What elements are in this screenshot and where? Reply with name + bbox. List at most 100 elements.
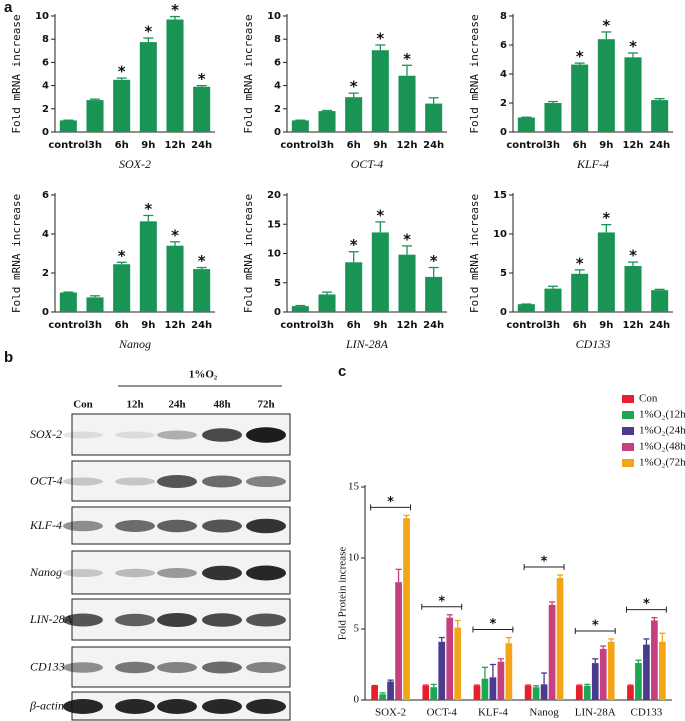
lane-label: 48h <box>213 399 230 411</box>
blot-band <box>157 568 197 578</box>
blot-band <box>115 699 155 714</box>
y-tick-label: 4 <box>42 81 49 92</box>
y-axis-label: Fold mRNA increase <box>242 194 255 313</box>
x-axis-label: Nanog <box>118 337 151 351</box>
legend-swatch <box>622 427 634 435</box>
significance: * <box>198 70 206 88</box>
x-tick-label: 24h <box>423 140 444 151</box>
x-tick-label: 3h <box>320 320 334 331</box>
legend-swatch <box>622 395 634 403</box>
x-tick-label: 6h <box>347 320 361 331</box>
y-tick-label: 10 <box>267 11 281 22</box>
bar <box>166 245 184 312</box>
bar <box>517 117 535 132</box>
x-tick-label: 9h <box>373 320 387 331</box>
bar <box>430 687 438 700</box>
significance: * <box>144 200 152 218</box>
bar <box>318 111 336 132</box>
bar <box>425 103 443 132</box>
significance: * <box>118 247 126 265</box>
bar <box>599 648 607 700</box>
row-label: β-actin <box>29 698 64 712</box>
bar <box>540 684 548 700</box>
bar <box>624 57 642 133</box>
lane-label: 12h <box>126 399 143 411</box>
significance: * <box>387 495 394 510</box>
blot-band <box>202 428 242 442</box>
y-tick-label: 10 <box>267 249 281 260</box>
x-tick-label: 9h <box>373 140 387 151</box>
bar <box>59 292 77 312</box>
blot-band <box>246 613 286 627</box>
bar <box>575 685 583 700</box>
significance: * <box>430 252 438 270</box>
x-tick-label: 12h <box>164 140 185 151</box>
bar <box>571 64 589 132</box>
x-tick-label: 24h <box>649 320 670 331</box>
bar <box>166 19 184 133</box>
blot-band <box>246 476 286 487</box>
y-axis-label: Fold mRNA increase <box>10 14 23 133</box>
x-tick-label: Nanog <box>529 707 559 719</box>
bar <box>473 685 481 700</box>
significance: * <box>490 617 497 632</box>
y-tick-label: 4 <box>274 81 281 92</box>
blot-band <box>115 613 155 627</box>
x-tick-label: 12h <box>396 140 417 151</box>
blot-band <box>63 431 103 439</box>
blot-band <box>115 661 155 674</box>
significance: * <box>643 597 650 612</box>
blot-band <box>63 477 103 486</box>
y-tick-label: 2 <box>500 98 507 109</box>
bar <box>517 304 535 312</box>
significance: * <box>144 23 152 41</box>
x-tick-label: control <box>506 320 546 331</box>
significance: * <box>629 37 637 55</box>
blot-band <box>202 699 242 714</box>
x-tick-label: 12h <box>622 320 643 331</box>
x-tick-label: control <box>48 140 88 151</box>
bar <box>371 232 389 312</box>
bar <box>395 582 402 700</box>
bar <box>403 518 410 700</box>
legend-swatch <box>622 411 634 419</box>
bar <box>387 681 394 700</box>
x-tick-label: control <box>280 320 320 331</box>
x-axis-label: SOX-2 <box>119 157 151 171</box>
y-axis-label: Fold mRNA increase <box>242 14 255 133</box>
significance: * <box>403 50 411 68</box>
blot-header: 1%O₂ <box>189 369 218 381</box>
y-tick-label: 0 <box>500 307 507 318</box>
bar <box>371 50 389 132</box>
bar <box>532 687 540 700</box>
bar <box>571 273 589 312</box>
significance: * <box>592 618 599 633</box>
bar <box>86 100 104 132</box>
x-tick-label: 24h <box>191 320 212 331</box>
y-tick-label: 8 <box>274 34 281 45</box>
x-tick-label: 6h <box>347 140 361 151</box>
x-tick-label: 24h <box>191 140 212 151</box>
x-axis-label: LIN-28A <box>345 337 389 351</box>
x-tick-label: 24h <box>649 140 670 151</box>
x-tick-label: 9h <box>599 140 613 151</box>
x-axis-label: OCT-4 <box>351 157 383 171</box>
significance: * <box>350 78 358 96</box>
blot-band <box>246 518 286 534</box>
blot-band <box>63 569 103 577</box>
y-tick-label: 2 <box>42 268 49 279</box>
bar <box>651 290 669 312</box>
blot-band <box>115 431 155 439</box>
x-tick-label: 6h <box>573 140 587 151</box>
bar <box>624 265 642 312</box>
bar <box>371 685 378 700</box>
panel-label: c <box>338 363 346 380</box>
significance: * <box>376 30 384 48</box>
x-tick-label: 6h <box>115 140 129 151</box>
significance: * <box>171 1 179 19</box>
bar <box>425 276 443 312</box>
y-tick-label: 8 <box>42 34 49 45</box>
legend-label: 1%O₂(72h) <box>639 457 685 469</box>
bar <box>345 262 363 312</box>
